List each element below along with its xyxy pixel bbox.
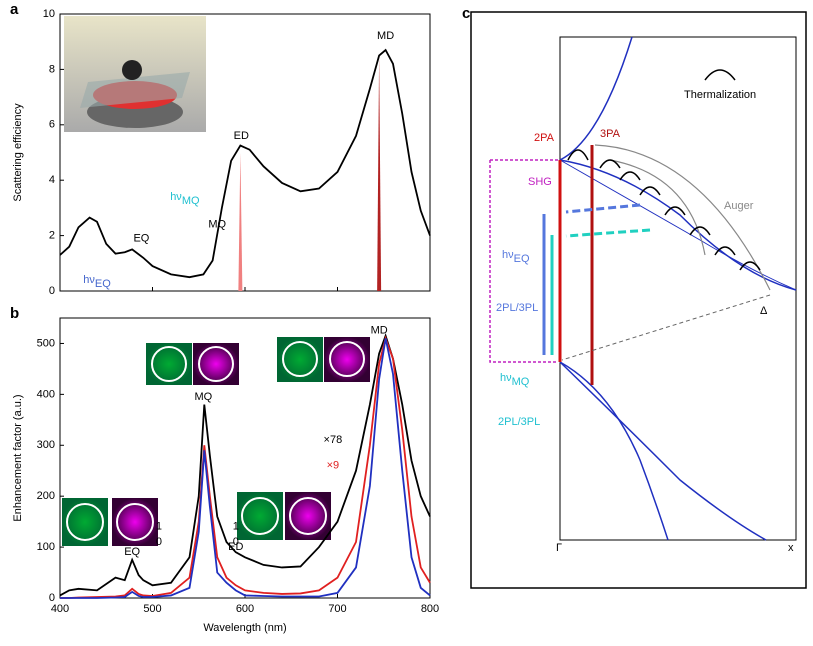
annotation-text: MQ <box>208 218 226 230</box>
label: 2PA <box>534 132 555 144</box>
label: hν <box>502 249 514 261</box>
annotation-text: MD <box>377 30 394 42</box>
y-tick-label: 0 <box>49 285 55 297</box>
spike <box>377 55 382 291</box>
annotation: MQ <box>208 218 226 230</box>
annotation-text: hν <box>83 274 95 286</box>
annotation-text: 1 <box>233 521 239 533</box>
annotation: MQ <box>195 391 213 403</box>
annotation: ×78 <box>324 434 343 446</box>
y-tick-label: 2 <box>49 230 55 242</box>
annotation-text: ×9 <box>327 460 340 472</box>
annotation-sub: MQ <box>182 195 200 207</box>
label: hνMQ <box>500 372 530 388</box>
annotation-text: MQ <box>195 391 213 403</box>
annotation: 0 <box>156 536 162 548</box>
line <box>60 338 431 599</box>
annotation-text: EQ <box>124 546 140 558</box>
label: hνEQ <box>502 249 530 265</box>
x-tick-label: 700 <box>328 603 346 615</box>
annotation: ED <box>228 541 243 553</box>
line <box>59 48 431 279</box>
label: EQ <box>514 253 530 265</box>
label: 2PL/3PL <box>498 416 540 428</box>
x-tick-label: 800 <box>421 603 439 615</box>
plot-frame <box>59 317 431 599</box>
annotation-text: MD <box>371 325 388 337</box>
annotation: 1 <box>156 521 162 533</box>
field-maps <box>62 337 370 546</box>
y-tick-label: 300 <box>37 439 55 451</box>
annotation: ED <box>234 130 249 142</box>
y-tick-label: 500 <box>37 337 55 349</box>
label: MQ <box>512 376 530 388</box>
x-axis-label: Wavelength (nm) <box>203 622 286 634</box>
line <box>59 333 431 597</box>
annotation-text: EQ <box>133 232 149 244</box>
annotation-sub: EQ <box>95 278 111 290</box>
annotation: hνMQ <box>170 191 200 207</box>
annotation: MD <box>371 325 388 337</box>
y-tick-label: 10 <box>43 8 55 20</box>
panel-label: a <box>10 1 19 18</box>
y-tick-label: 400 <box>37 388 55 400</box>
annotation-text: ED <box>228 541 243 553</box>
annotation: EQ <box>133 232 149 244</box>
y-tick-label: 100 <box>37 541 55 553</box>
annotation-text: hν <box>170 191 182 203</box>
label: 3PA <box>600 128 621 140</box>
annotation: 1 <box>233 521 239 533</box>
y-axis-label: Scattering efficiency <box>12 103 24 202</box>
inset-photo <box>64 16 206 132</box>
label: Thermalization <box>684 89 756 101</box>
label: SHG <box>528 176 552 188</box>
annotation: EQ <box>124 546 140 558</box>
label: Δ <box>760 305 768 317</box>
y-tick-label: 200 <box>37 490 55 502</box>
annotation-text: 0 <box>156 536 162 548</box>
label: Γ <box>556 542 562 554</box>
y-tick-label: 4 <box>49 174 55 186</box>
annotation: ×9 <box>327 460 340 472</box>
label: Auger <box>724 200 754 212</box>
spike <box>238 152 243 291</box>
annotation: MD <box>377 30 394 42</box>
y-tick-label: 6 <box>49 119 55 131</box>
panel-label: b <box>10 305 19 322</box>
x-tick-label: 400 <box>51 603 69 615</box>
label: x <box>788 542 794 554</box>
annotation-text: 1 <box>156 521 162 533</box>
y-tick-label: 8 <box>49 63 55 75</box>
x-tick-label: 500 <box>143 603 161 615</box>
y-axis-label: Enhancement factor (a.u.) <box>12 394 24 521</box>
annotation: hνEQ <box>83 274 111 290</box>
panel-label: c <box>462 5 470 22</box>
label: hν <box>500 372 512 384</box>
annotation: 0 <box>233 536 239 548</box>
y-tick-label: 0 <box>49 592 55 604</box>
x-tick-label: 600 <box>236 603 254 615</box>
annotation-text: ED <box>234 130 249 142</box>
annotation-text: ×78 <box>324 434 343 446</box>
annotation-text: 0 <box>233 536 239 548</box>
band-diagram <box>470 11 807 589</box>
label: 2PL/3PL <box>496 302 538 314</box>
